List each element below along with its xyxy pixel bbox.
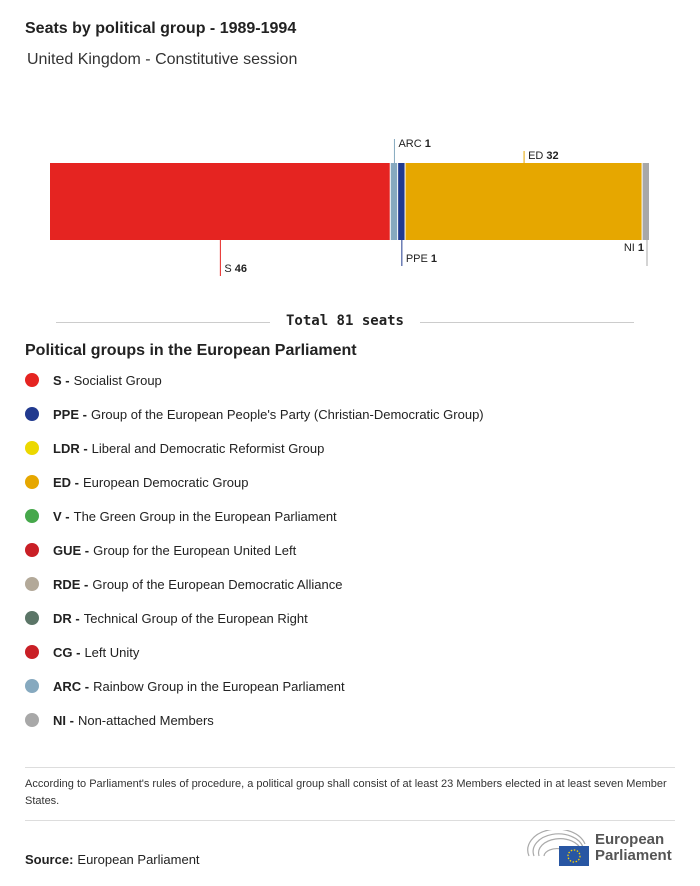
legend-dot bbox=[25, 577, 39, 591]
legend-code: S - bbox=[53, 372, 70, 388]
legend-item: ARC - Rainbow Group in the European Parli… bbox=[25, 676, 345, 696]
legend-item: ED - European Democratic Group bbox=[25, 472, 248, 492]
legend-name: Left Unity bbox=[84, 644, 140, 660]
legend-dot bbox=[25, 373, 39, 387]
legend-name: Socialist Group bbox=[73, 372, 162, 388]
hemicycle-flag-icon bbox=[527, 830, 589, 866]
legend-item: PPE - Group of the European People's Part… bbox=[25, 404, 484, 424]
legend-code: NI - bbox=[53, 712, 74, 728]
legend-item: GUE - Group for the European United Left bbox=[25, 540, 296, 560]
legend-dot bbox=[25, 543, 39, 557]
legend-dot bbox=[25, 475, 39, 489]
legend-code: LDR - bbox=[53, 440, 88, 456]
logo-line1: European bbox=[595, 831, 665, 848]
legend-name: The Green Group in the European Parliame… bbox=[73, 508, 337, 524]
logo-line2: Parliament bbox=[595, 847, 672, 864]
divider bbox=[420, 322, 634, 323]
legend-code: RDE - bbox=[53, 576, 89, 592]
legend-item: DR - Technical Group of the European Righ… bbox=[25, 608, 308, 628]
legend-dot bbox=[25, 407, 39, 421]
legend-item: CG - Left Unity bbox=[25, 642, 139, 662]
data-label-arc: ARC 1 bbox=[398, 138, 430, 150]
bar-segment-ni bbox=[642, 163, 649, 240]
legend-name: European Democratic Group bbox=[83, 474, 249, 490]
divider bbox=[25, 820, 675, 821]
chart-title: Seats by political group - 1989-1994 bbox=[25, 20, 297, 37]
stacked-bar-chart: S 46 ARC 1 PPE 1 ED 32 NI 1 bbox=[50, 138, 649, 276]
bar-segment-s bbox=[50, 163, 390, 240]
divider bbox=[56, 322, 270, 323]
legend-code: CG - bbox=[53, 644, 81, 660]
legend-dot bbox=[25, 441, 39, 455]
bar-segment-arc bbox=[390, 163, 398, 240]
source-value: European Parliament bbox=[77, 852, 200, 867]
legend-code: V - bbox=[53, 508, 70, 524]
legend-name: Liberal and Democratic Reformist Group bbox=[91, 440, 325, 456]
legend-title: Political groups in the European Parliam… bbox=[25, 342, 357, 359]
legend-dot bbox=[25, 713, 39, 727]
legend-dot bbox=[25, 611, 39, 625]
legend-dot bbox=[25, 679, 39, 693]
legend-code: GUE - bbox=[53, 542, 90, 558]
legend-code: ARC - bbox=[53, 678, 90, 694]
bar-segment-ppe bbox=[398, 163, 405, 240]
legend-item: LDR - Liberal and Democratic Reformist Gr… bbox=[25, 438, 324, 458]
european-parliament-logo: European Parliament bbox=[525, 830, 672, 866]
source: Source: European Parliament bbox=[25, 852, 200, 867]
data-label-s: S 46 bbox=[224, 263, 247, 275]
legend-code: DR - bbox=[53, 610, 80, 626]
legend-item: NI - Non-attached Members bbox=[25, 710, 214, 730]
legend-name: Rainbow Group in the European Parliament bbox=[93, 678, 345, 694]
legend-name: Group for the European United Left bbox=[93, 542, 297, 558]
total-seats: Total 81 seats bbox=[285, 313, 404, 329]
legend-item: S - Socialist Group bbox=[25, 370, 162, 390]
footnote: According to Parliament's rules of proce… bbox=[25, 778, 667, 807]
source-label: Source: bbox=[25, 852, 74, 867]
divider bbox=[25, 767, 675, 768]
data-label-ed: ED 32 bbox=[528, 150, 559, 162]
chart-subtitle: United Kingdom - Constitutive session bbox=[27, 51, 298, 68]
data-label-ni: NI 1 bbox=[624, 242, 644, 254]
legend-dot bbox=[25, 509, 39, 523]
bar-segment-ed bbox=[405, 163, 642, 240]
legend-name: Technical Group of the European Right bbox=[83, 610, 308, 626]
legend-item: RDE - Group of the European Democratic Al… bbox=[25, 574, 342, 594]
legend-code: ED - bbox=[53, 474, 79, 490]
legend-name: Group of the European Democratic Allianc… bbox=[92, 576, 343, 592]
legend-code: PPE - bbox=[53, 406, 87, 422]
legend-name: Group of the European People's Party (Ch… bbox=[90, 406, 484, 422]
legend-name: Non-attached Members bbox=[77, 712, 214, 728]
legend-dot bbox=[25, 645, 39, 659]
legend-item: V - The Green Group in the European Parli… bbox=[25, 506, 337, 526]
data-label-ppe: PPE 1 bbox=[406, 253, 437, 265]
